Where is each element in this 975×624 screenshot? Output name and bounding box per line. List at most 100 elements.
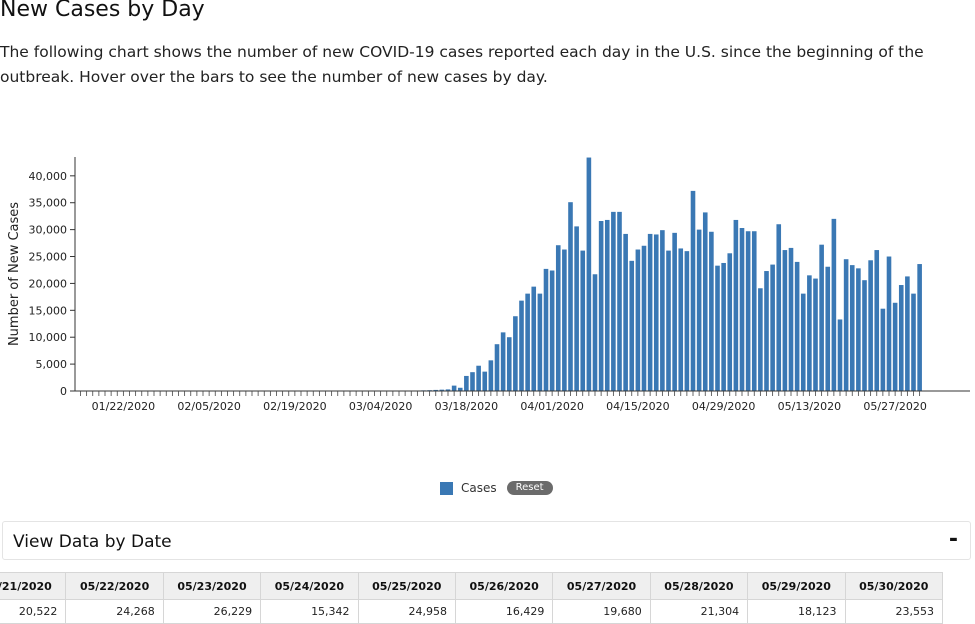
bar[interactable]	[825, 266, 831, 391]
bar[interactable]	[494, 344, 500, 391]
bar[interactable]	[874, 250, 880, 391]
bar[interactable]	[911, 293, 916, 391]
bar[interactable]	[451, 385, 457, 391]
bar[interactable]	[457, 387, 463, 391]
bar[interactable]	[696, 229, 702, 391]
table-header-cell: 05/28/2020	[649, 572, 749, 600]
bar[interactable]	[629, 260, 635, 391]
table-header-cell: 05/30/2020	[844, 572, 944, 600]
bar[interactable]	[555, 245, 561, 391]
bar[interactable]	[843, 259, 849, 391]
bar[interactable]	[592, 274, 598, 391]
bar[interactable]	[653, 234, 659, 391]
bar[interactable]	[733, 219, 739, 391]
bar[interactable]	[751, 231, 757, 391]
bar[interactable]	[849, 265, 855, 391]
table-cell: 23,553	[844, 599, 944, 624]
y-tick-label: 10,000	[29, 331, 68, 344]
table-row: 20,522 24,268 26,229 15,342 24,958 16,429 19,6…	[0, 599, 944, 624]
bar[interactable]	[513, 316, 518, 391]
bar[interactable]	[482, 371, 488, 391]
bar[interactable]	[641, 245, 647, 391]
bar[interactable]	[905, 276, 910, 391]
bar[interactable]	[702, 212, 708, 391]
bar[interactable]	[476, 365, 481, 391]
bar[interactable]	[856, 268, 861, 391]
bar[interactable]	[837, 319, 843, 391]
bar[interactable]	[500, 332, 506, 391]
legend-label[interactable]: Cases	[461, 481, 497, 495]
bar[interactable]	[678, 248, 684, 391]
bar[interactable]	[617, 211, 622, 391]
bar[interactable]	[880, 308, 886, 391]
bar[interactable]	[598, 221, 604, 391]
bar[interactable]	[831, 218, 837, 391]
bar[interactable]	[439, 389, 445, 391]
bar[interactable]	[470, 372, 475, 391]
y-tick-label: 15,000	[29, 304, 68, 317]
bar[interactable]	[782, 250, 788, 391]
bar[interactable]	[776, 224, 782, 391]
table-header-cell: 05/23/2020	[162, 572, 262, 600]
bar[interactable]	[739, 228, 745, 391]
x-tick-label: 01/22/2020	[92, 400, 155, 413]
bar[interactable]	[531, 286, 537, 391]
collapse-toggle-icon[interactable]: -	[948, 527, 958, 552]
bar[interactable]	[433, 389, 439, 391]
bar[interactable]	[506, 337, 512, 391]
data-table-scroll[interactable]: 05/21/202005/22/202005/23/202005/24/2020…	[0, 572, 975, 624]
bar[interactable]	[758, 288, 763, 391]
y-tick-label: 25,000	[29, 251, 68, 264]
reset-zoom-button[interactable]: Reset	[506, 481, 553, 495]
bar[interactable]	[623, 233, 628, 391]
bar[interactable]	[684, 251, 690, 391]
bar[interactable]	[727, 253, 733, 391]
bar[interactable]	[488, 360, 494, 391]
bar[interactable]	[580, 250, 586, 391]
bar[interactable]	[715, 265, 720, 391]
bar[interactable]	[568, 202, 573, 391]
bar[interactable]	[647, 233, 653, 391]
bar[interactable]	[537, 293, 543, 391]
bar[interactable]	[745, 231, 751, 391]
bar[interactable]	[543, 268, 549, 391]
bar[interactable]	[721, 262, 726, 391]
bar[interactable]	[672, 232, 677, 391]
bar[interactable]	[549, 270, 555, 392]
bar[interactable]	[660, 230, 665, 391]
bar[interactable]	[788, 247, 794, 391]
bar[interactable]	[464, 375, 469, 391]
table-header-cell: 05/21/2020	[0, 572, 67, 600]
table-cell: 16,429	[454, 599, 554, 624]
y-axis-label: Number of New Cases	[7, 202, 22, 346]
bar[interactable]	[525, 293, 530, 391]
bar[interactable]	[574, 226, 579, 391]
bar[interactable]	[562, 249, 567, 391]
bar[interactable]	[764, 271, 769, 391]
bar[interactable]	[794, 261, 800, 391]
bar[interactable]	[800, 293, 806, 391]
bar[interactable]	[862, 280, 867, 391]
bar[interactable]	[886, 256, 892, 391]
y-tick-label: 40,000	[29, 170, 68, 183]
bar[interactable]	[709, 231, 714, 391]
bar[interactable]	[917, 264, 922, 391]
bar[interactable]	[586, 157, 592, 391]
page-description: The following chart shows the number of …	[0, 43, 924, 86]
bar[interactable]	[868, 260, 873, 391]
bar[interactable]	[770, 264, 775, 391]
bar[interactable]	[445, 389, 451, 391]
bar[interactable]	[635, 249, 641, 391]
bar[interactable]	[604, 219, 610, 391]
table-cell: 19,680	[552, 599, 651, 624]
bar[interactable]	[666, 250, 671, 391]
bar[interactable]	[898, 285, 904, 391]
bar[interactable]	[819, 244, 824, 391]
x-axis: 01/22/2020 02/05/2020 02/19/2020 03/04/2020…	[75, 390, 970, 413]
bar[interactable]	[611, 211, 616, 391]
bar[interactable]	[807, 275, 812, 391]
bar[interactable]	[892, 302, 898, 391]
bar[interactable]	[690, 190, 696, 391]
bar[interactable]	[813, 278, 818, 391]
bar[interactable]	[519, 300, 524, 391]
